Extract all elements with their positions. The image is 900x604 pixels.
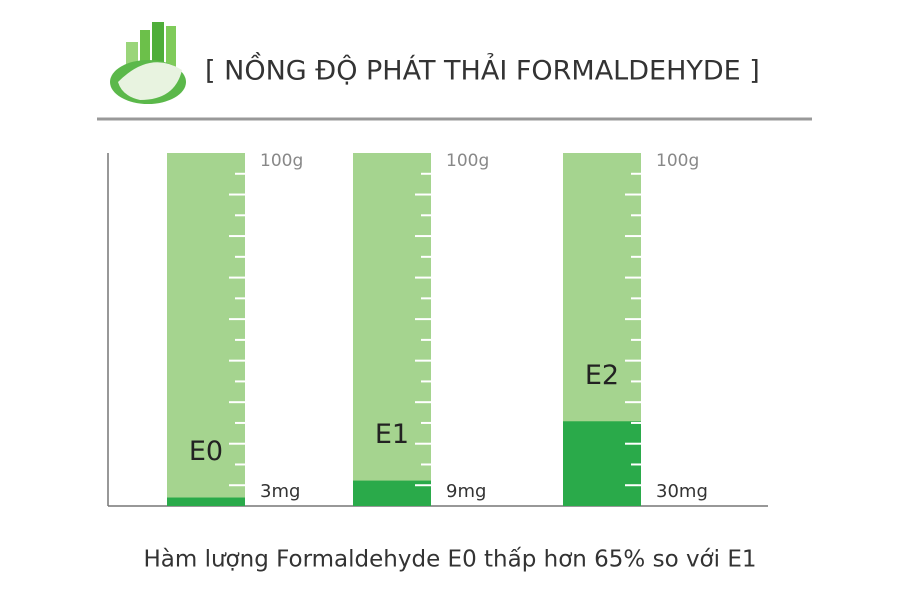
value-label: 9mg: [446, 481, 486, 502]
top-label: 100g: [260, 151, 303, 171]
bar: [563, 421, 641, 506]
category-label: E2: [585, 360, 619, 391]
category-label: E0: [189, 436, 223, 467]
tube: [353, 153, 431, 506]
bar: [167, 497, 245, 506]
logo: [110, 22, 186, 104]
value-label: 3mg: [260, 481, 300, 502]
top-label: 100g: [446, 151, 489, 171]
value-label: 30mg: [656, 481, 708, 502]
top-label: 100g: [656, 151, 699, 171]
tube: [167, 153, 245, 506]
category-label: E1: [375, 419, 409, 450]
caption: Hàm lượng Formaldehyde E0 thấp hơn 65% s…: [143, 547, 756, 573]
title: [ NỒNG ĐỘ PHÁT THẢI FORMALDEHYDE ]: [205, 52, 760, 87]
